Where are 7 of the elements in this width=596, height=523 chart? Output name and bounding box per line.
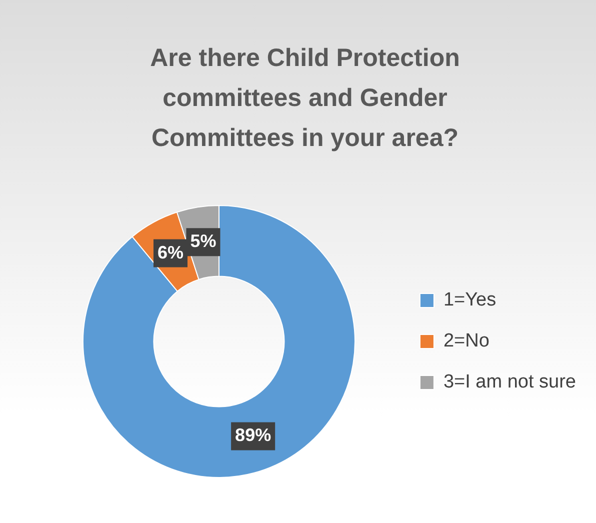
data-label: 6%: [157, 242, 184, 262]
data-label: 89%: [235, 425, 272, 446]
chart-title: Are there Child Protection committees and Gender Committees in your area?: [149, 43, 461, 154]
legend-label: 3=I am not sure: [443, 372, 576, 393]
legend-label: 1=Yes: [443, 290, 496, 311]
data-label: 5%: [190, 231, 216, 252]
legend-label: 2=No: [443, 330, 490, 352]
